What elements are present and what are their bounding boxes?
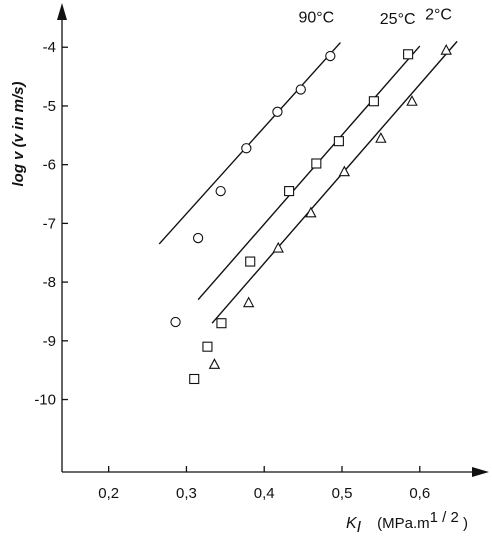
x-axis-subscript: I (357, 519, 362, 536)
data-point-triangle (338, 165, 351, 177)
axes (57, 3, 489, 477)
x-axis-units-close: ) (459, 515, 468, 532)
series-label: 2°C (425, 6, 452, 23)
data-point-triangle (242, 296, 255, 308)
data-point-square (403, 49, 414, 60)
data-point-triangle (208, 358, 221, 369)
data-point-square (284, 186, 295, 197)
ticks: -4 -5 -6 -7 -8 -9 -10 0,2 0,3 0,4 0,5 0,6 (34, 39, 430, 502)
data-point-triangle (406, 95, 418, 106)
data-point-circle (272, 106, 283, 117)
data-point-triangle (440, 43, 452, 55)
data-point-square (202, 341, 213, 352)
x-axis-units: (MPa.m (377, 515, 430, 532)
y-tick-label: -10 (34, 392, 56, 409)
fit-lines (158, 40, 458, 324)
data-point-triangle (375, 132, 387, 143)
data-point-circle (192, 232, 204, 244)
data-point-square (311, 158, 322, 169)
data-point-triangle (272, 241, 284, 253)
x-tick-label: 0,6 (409, 485, 430, 502)
data-point-square (189, 373, 200, 385)
y-tick-label: -9 (43, 333, 56, 350)
x-tick-label: 0,3 (176, 485, 197, 502)
series-label: 25°C (380, 11, 416, 28)
data-point-circle (325, 50, 336, 62)
data-point-square (368, 96, 379, 107)
y-tick-label: -7 (43, 215, 56, 232)
y-axis-arrow (57, 3, 67, 20)
fit-line-2 (211, 40, 458, 324)
y-tick-label: -5 (43, 98, 56, 115)
x-axis-arrow (472, 467, 489, 477)
fit-line-0 (158, 42, 341, 245)
x-tick-label: 0,5 (332, 485, 353, 502)
y-axis-label: log v (v in m/s) (10, 81, 27, 186)
x-axis-label: KI (MPa.m1 / 2 ) (346, 509, 468, 536)
y-tick-label: -8 (43, 274, 56, 291)
series-labels: 90°C 25°C 2°C (298, 6, 452, 28)
data-point-circle (170, 316, 181, 328)
data-point-square (333, 136, 344, 147)
x-axis-units-exponent: 1 / 2 (430, 509, 459, 526)
data-markers (170, 43, 452, 385)
data-point-square (245, 256, 256, 267)
fit-line-1 (197, 45, 421, 301)
y-tick-label: -4 (43, 39, 56, 56)
series-label: 90°C (298, 10, 334, 27)
x-tick-label: 0,4 (254, 485, 275, 502)
y-tick-label: -6 (43, 157, 56, 174)
data-point-square (216, 318, 227, 329)
data-point-circle (241, 143, 252, 154)
x-tick-label: 0,2 (98, 485, 119, 502)
x-axis-symbol: K (346, 515, 358, 532)
data-point-circle (215, 185, 226, 197)
data-point-triangle (305, 206, 317, 218)
data-point-circle (295, 84, 306, 95)
